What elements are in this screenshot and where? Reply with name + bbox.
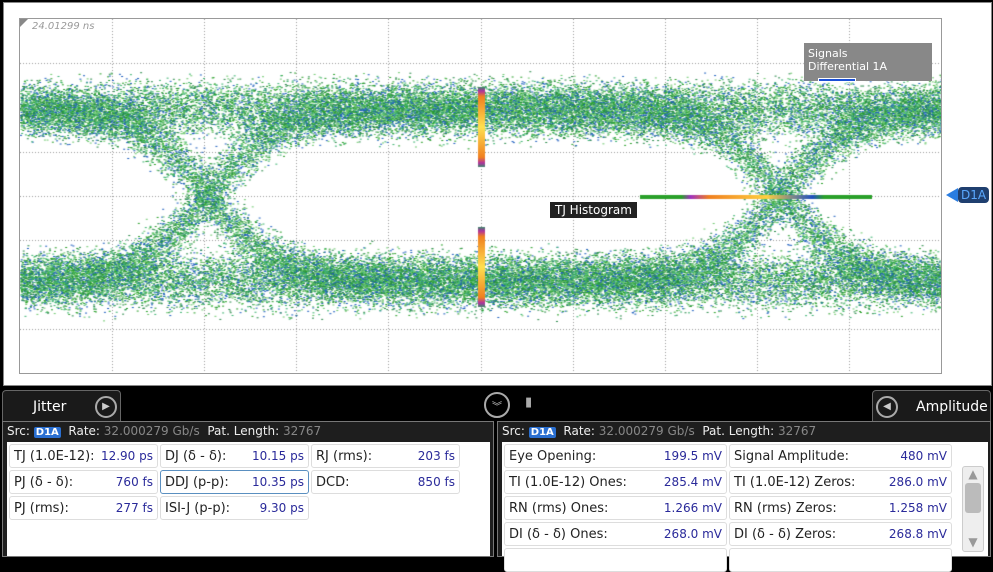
- scrollbar[interactable]: ▲ ▼: [962, 466, 984, 552]
- measurement-cell[interactable]: Eye Opening: 199.5 mV: [504, 444, 727, 468]
- measurement-value: 285.4 mV: [663, 475, 722, 489]
- measurement-cell[interactable]: ISI-J (p-p): 9.30 ps: [160, 496, 309, 520]
- measurement-value: 268.8 mV: [888, 527, 947, 541]
- measurement-value: 12.90 ps: [100, 449, 153, 463]
- measurement-value: 1.266 mV: [663, 501, 722, 515]
- measurement-value: 850 fs: [417, 475, 455, 489]
- measurement-label: RN (rms) Ones:: [509, 500, 609, 516]
- measurement-label: RN (rms) Zeros:: [734, 500, 837, 516]
- measurement-value: 760 fs: [115, 475, 153, 489]
- measurement-label: DJ (δ - δ):: [165, 448, 227, 464]
- scroll-thumb[interactable]: [965, 483, 981, 513]
- measurement-cell[interactable]: PJ (rms): 277 fs: [9, 496, 158, 520]
- measurement-label: Eye Opening:: [509, 448, 597, 464]
- legend-signal: Differential 1A: [808, 60, 888, 73]
- measurement-cell[interactable]: TJ (1.0E-12): 12.90 ps: [9, 444, 158, 468]
- collapse-panels-icon[interactable]: ︾: [484, 392, 510, 418]
- measurement-label: Signal Amplitude:: [734, 448, 850, 464]
- measurement-value: 277 fs: [115, 501, 153, 515]
- tab-jitter[interactable]: Jitter ▶: [2, 390, 121, 422]
- tab-amplitude[interactable]: ◀ Amplitude: [872, 390, 991, 422]
- measurement-cell[interactable]: RN (rms) Ones: 1.266 mV: [504, 496, 727, 520]
- legend-line-icon: [818, 78, 856, 82]
- channel-marker[interactable]: D1A: [946, 187, 990, 203]
- source-badge[interactable]: D1A: [33, 427, 61, 438]
- signals-legend[interactable]: Signals Differential 1A: [804, 43, 932, 82]
- marker-arrow-icon: [946, 188, 958, 202]
- measurement-cell[interactable]: DCD: 850 fs: [311, 470, 460, 494]
- measurement-cell[interactable]: DI (δ - δ) Ones: 268.0 mV: [504, 522, 727, 546]
- measurement-label: TI (1.0E-12) Ones:: [509, 474, 627, 490]
- measurement-cell[interactable]: [504, 548, 727, 572]
- measurement-value: 10.35 ps: [251, 475, 304, 489]
- tab-jitter-label: Jitter: [33, 398, 67, 415]
- jitter-source-line: Src: D1A Rate: 32.000279 Gb/s Pat. Lengt…: [7, 424, 322, 438]
- measurement-label: TJ (1.0E-12):: [14, 448, 95, 464]
- measurement-label: DI (δ - δ) Zeros:: [734, 526, 837, 542]
- measurement-cell[interactable]: DDJ (p-p): 10.35 ps: [160, 470, 309, 494]
- measurement-value: 268.0 mV: [663, 527, 722, 541]
- measurement-value: 1.258 mV: [888, 501, 947, 515]
- measurement-cell[interactable]: DJ (δ - δ): 10.15 ps: [160, 444, 309, 468]
- tab-amplitude-label: Amplitude: [916, 398, 988, 415]
- tj-histogram-label: TJ Histogram: [550, 202, 637, 218]
- measurement-value: 199.5 mV: [663, 449, 722, 463]
- amplitude-panel: Src: D1A Rate: 32.000279 Gb/s Pat. Lengt…: [497, 421, 991, 572]
- measurement-label: PJ (δ - δ):: [14, 474, 74, 490]
- back-icon[interactable]: ◀: [876, 395, 898, 418]
- jitter-results: TJ (1.0E-12): 12.90 ps DJ (δ - δ): 10.15 ps…: [7, 442, 490, 556]
- legend-title: Signals: [808, 47, 848, 60]
- play-icon[interactable]: ▶: [95, 395, 117, 418]
- measurement-cell[interactable]: RN (rms) Zeros: 1.258 mV: [729, 496, 952, 520]
- measurement-label: PJ (rms):: [14, 500, 69, 516]
- measurement-label: TI (1.0E-12) Zeros:: [734, 474, 856, 490]
- eye-diagram-canvas: [20, 19, 941, 373]
- marker-label: D1A: [958, 187, 990, 203]
- timestamp-label: 24.01299 ns: [32, 21, 95, 32]
- measurement-value: 9.30 ps: [259, 501, 304, 515]
- measurement-cell[interactable]: TI (1.0E-12) Zeros: 286.0 mV: [729, 470, 952, 494]
- measurement-label: ISI-J (p-p):: [165, 500, 231, 516]
- measurement-cell[interactable]: [729, 548, 952, 572]
- measurement-cell[interactable]: DI (δ - δ) Zeros: 268.8 mV: [729, 522, 952, 546]
- amplitude-source-line: Src: D1A Rate: 32.000279 Gb/s Pat. Lengt…: [502, 424, 817, 438]
- measurement-label: RJ (rms):: [316, 448, 373, 464]
- measurement-value: 203 fs: [417, 449, 455, 463]
- measurement-cell[interactable]: RJ (rms): 203 fs: [311, 444, 460, 468]
- measurement-value: 10.15 ps: [251, 449, 304, 463]
- corner-marker: [20, 19, 28, 27]
- measurement-value: 286.0 mV: [888, 475, 947, 489]
- scroll-down-icon[interactable]: ▼: [968, 535, 978, 549]
- source-badge[interactable]: D1A: [528, 427, 556, 438]
- measurement-cell[interactable]: TI (1.0E-12) Ones: 285.4 mV: [504, 470, 727, 494]
- measurement-label: DCD:: [316, 474, 350, 490]
- measurement-value: 480 mV: [900, 449, 947, 463]
- pin-icon[interactable]: ▮: [525, 395, 533, 410]
- jitter-panel: Src: D1A Rate: 32.000279 Gb/s Pat. Lengt…: [2, 421, 494, 557]
- measurement-label: DI (δ - δ) Ones:: [509, 526, 608, 542]
- amplitude-results: ▲ ▼ Eye Opening: 199.5 mV Signal Amplitude…: [502, 442, 988, 572]
- measurement-cell[interactable]: PJ (δ - δ): 760 fs: [9, 470, 158, 494]
- measurement-cell[interactable]: Signal Amplitude: 480 mV: [729, 444, 952, 468]
- scroll-up-icon[interactable]: ▲: [968, 467, 978, 481]
- eye-diagram-display[interactable]: 24.01299 ns Signals Differential 1A TJ H…: [3, 2, 992, 386]
- measurement-label: DDJ (p-p):: [165, 474, 229, 490]
- plot-area[interactable]: 24.01299 ns Signals Differential 1A TJ H…: [19, 18, 942, 374]
